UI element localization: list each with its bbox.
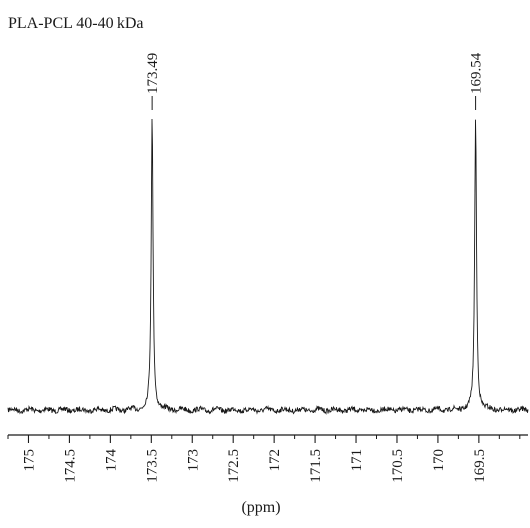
x-tick-label: 169.5 [472,449,488,483]
x-tick-label: 173.5 [144,449,160,483]
x-tick-label: 174.5 [62,449,78,483]
x-tick-label: 172 [267,449,283,472]
peak-label: 173.49 [145,53,161,94]
x-axis-ticks: 175 174.5 174 173.5 173 172.5 172 171.5 171 170.5… [8,435,520,483]
x-axis-label: (ppm) [241,499,280,516]
x-tick-label: 173 [185,449,201,472]
x-tick-label: 170 [431,449,447,472]
chart-title: PLA-PCL 40-40 kDa [8,15,144,32]
x-tick-label: 171.5 [308,449,324,483]
x-tick-label: 172.5 [226,449,242,483]
peak-label: 169.54 [469,52,485,94]
x-tick-label: 171 [349,449,365,472]
x-tick-label: 170.5 [390,449,406,483]
x-tick-label: 174 [103,449,119,472]
peak-labels: 173.49 169.54 [145,52,484,110]
spectrum-trace [8,119,528,414]
x-tick-label: 175 [21,449,37,472]
